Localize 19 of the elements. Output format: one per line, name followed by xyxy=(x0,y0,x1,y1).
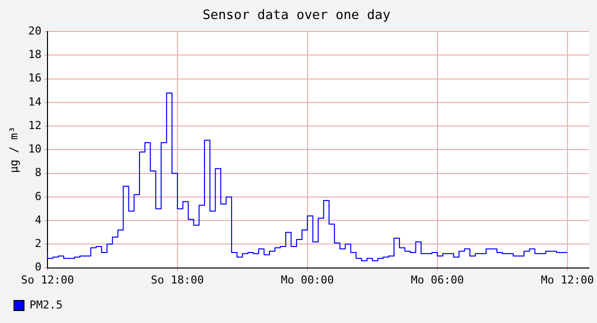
y-tick-label: 10 xyxy=(28,142,42,156)
y-tick-label: 18 xyxy=(28,48,42,62)
x-tick-label: So 12:00 xyxy=(20,273,74,286)
x-tick-label: Mo 06:00 xyxy=(410,273,464,286)
legend-label: PM2.5 xyxy=(30,298,63,312)
chart-title: Sensor data over one day xyxy=(202,8,391,24)
y-tick-label: 0 xyxy=(34,260,42,274)
y-tick-label: 4 xyxy=(34,213,42,226)
y-axis-title: µg / m³ xyxy=(7,126,20,173)
y-tick-label: 14 xyxy=(28,95,42,108)
y-tick-label: 6 xyxy=(34,190,42,203)
x-tick-label: So 18:00 xyxy=(150,273,204,286)
y-tick-label: 20 xyxy=(28,24,42,38)
y-tick-label: 12 xyxy=(28,118,42,132)
y-tick-label: 16 xyxy=(28,72,42,85)
y-tick-label: 2 xyxy=(34,237,42,250)
x-tick-label: Mo 00:00 xyxy=(280,273,334,286)
x-tick-label: Mo 12:00 xyxy=(540,273,594,286)
y-tick-label: 8 xyxy=(34,166,42,180)
